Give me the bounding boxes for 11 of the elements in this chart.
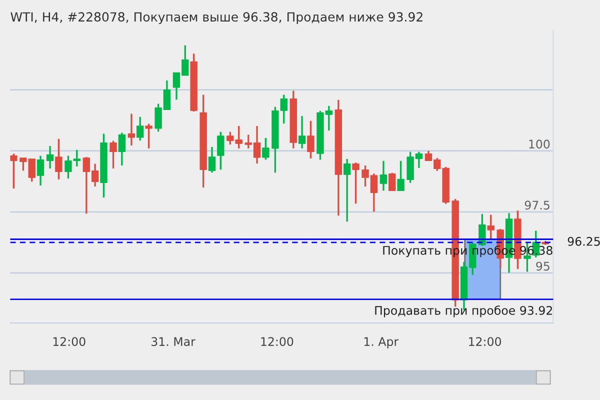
x-tick-label: 12:00 <box>53 337 86 346</box>
x-tick-label: 1. Apr <box>364 337 399 348</box>
ref-line-label: Продавать при пробое 93.92 <box>375 306 552 318</box>
x-tick-label: 12:00 <box>469 337 502 346</box>
y-tick-label: 100 <box>529 140 550 149</box>
x-tick-label: 12:00 <box>261 337 294 346</box>
ref-line-label: 96.25 <box>568 236 600 246</box>
chart-title: WTI, H4, #228078, Покупаем выше 96.38, Продаем ниже 93.92 <box>10 12 422 24</box>
y-tick-label: 97.5 <box>524 200 550 210</box>
x-tick-label: 31. Mar <box>152 337 196 346</box>
y-tick-label: 95 <box>536 262 550 271</box>
